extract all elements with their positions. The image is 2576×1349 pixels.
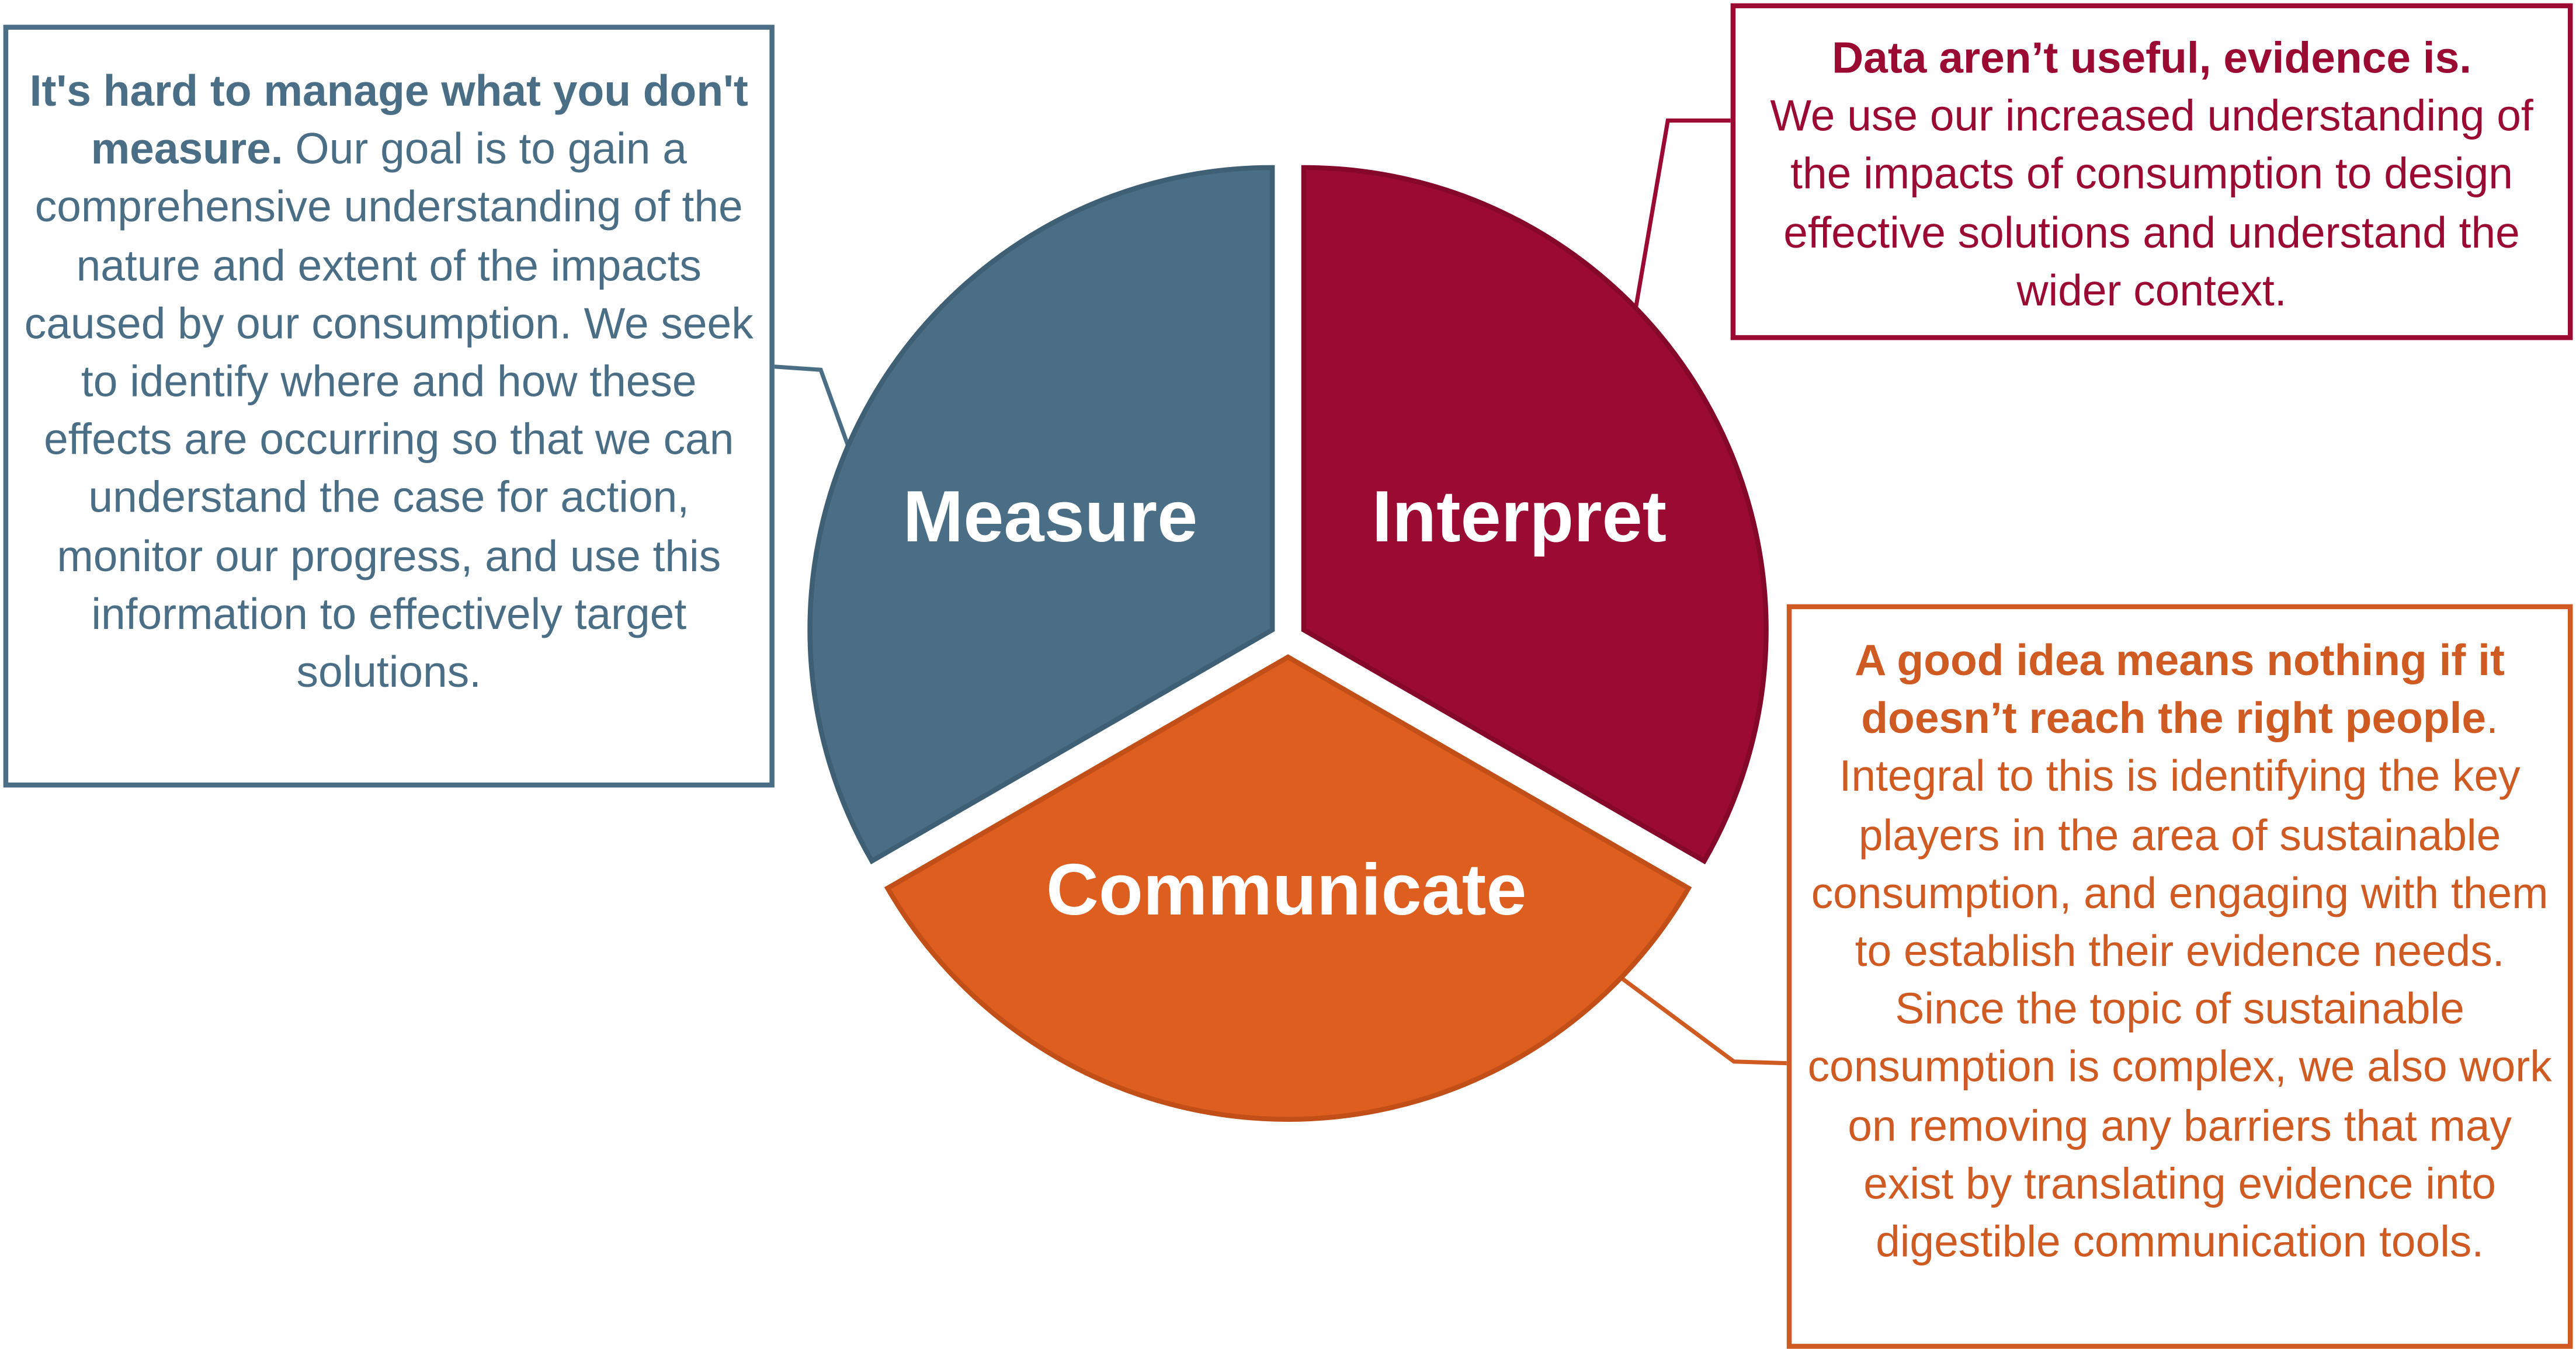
communicate-text: . Integral to this is identifying the ke… [1807, 693, 2552, 1267]
pie-slice-measure [807, 165, 1275, 865]
measure-heading: It's hard to manage what you don't measu… [29, 66, 748, 174]
interpret-connector [1633, 118, 1731, 314]
communicate-connector [1610, 969, 1787, 1066]
segment-label-communicate: Communicate [1046, 849, 1526, 930]
measure-connector [772, 364, 853, 453]
segment-label-interpret: Interpret [1372, 476, 1667, 557]
segment-label-measure: Measure [903, 476, 1198, 557]
measure-text: Our goal is to gain a comprehensive unde… [24, 124, 754, 697]
interpret-text: We use our increased understanding of th… [1770, 91, 2533, 315]
interpret-description-box: Data aren’t useful, evidence is. We use o… [1730, 3, 2573, 340]
measure-description-box: It's hard to manage what you don't measu… [3, 25, 775, 788]
communicate-heading: A good idea means nothing if it doesn’t … [1855, 635, 2505, 743]
pie-slice-communicate [884, 654, 1692, 1122]
interpret-heading: Data aren’t useful, evidence is. [1832, 33, 2472, 83]
pie-slice-interpret [1301, 165, 1769, 865]
communicate-description-box: A good idea means nothing if it doesn’t … [1786, 604, 2573, 1349]
